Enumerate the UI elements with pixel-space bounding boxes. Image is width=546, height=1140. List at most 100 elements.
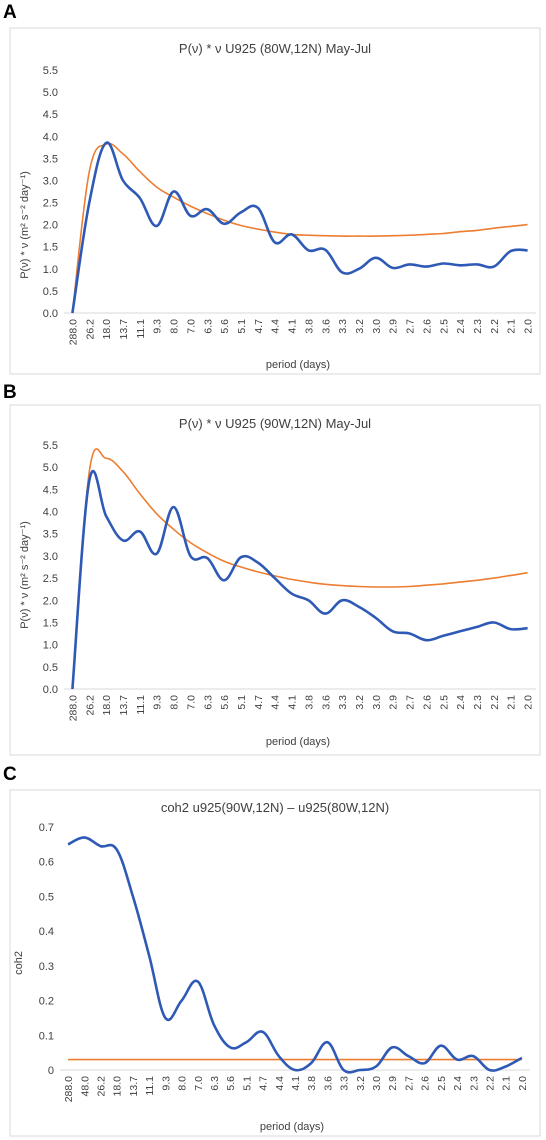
x-tick-label: 4.1 [290, 1076, 302, 1091]
x-tick-label: 3.3 [337, 695, 349, 710]
chart-a: P(ν) * ν U925 (80W,12N) May-Jul P(ν) * ν… [9, 27, 541, 375]
x-tick-label: 2.4 [455, 695, 467, 710]
x-tick-label: 2.4 [455, 319, 467, 334]
x-tick-label: 2.1 [501, 1076, 513, 1091]
x-tick-label: 2.0 [523, 319, 535, 334]
y-tick-label: 0.7 [39, 822, 54, 834]
x-tick-label: 3.3 [337, 319, 349, 334]
x-tick-label: 18.0 [112, 1076, 124, 1097]
y-axis-label: P(ν) * ν (m² s⁻² day⁻¹) [19, 521, 31, 629]
y-tick-label: 0.0 [43, 684, 58, 696]
x-tick-label: 5.6 [225, 1076, 237, 1091]
y-tick-label: 0.5 [43, 286, 58, 298]
y-tick-label: 4.0 [43, 131, 58, 143]
panel-b: B P(ν) * ν U925 (90W,12N) May-Jul P(ν) *… [0, 380, 546, 760]
x-axis-label: period (days) [260, 1121, 324, 1133]
x-tick-label: 8.0 [177, 1076, 189, 1091]
y-tick-label: 2.5 [43, 573, 58, 585]
y-tick-label: 4.0 [43, 507, 58, 519]
x-tick-label: 4.7 [253, 695, 265, 710]
x-tick-label: 2.7 [405, 695, 417, 710]
x-tick-label: 5.1 [236, 319, 248, 334]
x-tick-label: 2.9 [387, 1076, 399, 1091]
x-tick-label: 18.0 [101, 695, 113, 716]
x-tick-label: 5.6 [219, 319, 231, 334]
panel-letter: C [3, 764, 17, 785]
y-tick-label: 5.5 [43, 65, 58, 77]
x-tick-label: 2.6 [421, 695, 433, 710]
y-tick-label: 1.0 [43, 264, 58, 276]
x-tick-label: 3.6 [320, 695, 332, 710]
x-tick-label: 11.1 [135, 695, 147, 715]
y-tick-label: 1.0 [43, 640, 58, 652]
x-tick-label: 2.7 [405, 319, 417, 334]
x-tick-label: 3.6 [322, 1076, 334, 1091]
x-tick-label: 2.5 [438, 695, 450, 710]
x-tick-label: 6.3 [202, 319, 214, 334]
x-tick-label: 4.4 [270, 695, 282, 710]
x-tick-label: 18.0 [101, 319, 113, 340]
series-line-blue [71, 470, 528, 690]
x-tick-label: 4.4 [270, 319, 282, 334]
y-tick-label: 5.5 [43, 440, 58, 452]
x-tick-label: 6.3 [202, 695, 214, 710]
x-tick-label: 2.7 [403, 1076, 415, 1091]
x-tick-label: 3.2 [354, 695, 366, 710]
x-tick-label: 7.0 [185, 319, 197, 334]
y-tick-label: 0 [48, 1065, 54, 1077]
x-tick-label: 4.4 [274, 1076, 286, 1091]
y-tick-label: 0.4 [39, 926, 54, 938]
x-tick-label: 26.2 [84, 319, 96, 340]
x-tick-label: 3.0 [371, 695, 383, 710]
y-tick-label: 3.5 [43, 529, 58, 541]
y-tick-label: 3.0 [43, 551, 58, 563]
x-tick-label: 5.1 [241, 1076, 253, 1091]
x-tick-label: 3.0 [371, 1076, 383, 1091]
chart-frame [9, 789, 541, 1137]
panel-c: C coh2 u925(90W,12N) – u925(80W,12N) coh… [0, 760, 546, 1140]
y-axis-label: P(ν) * ν (m² s⁻² day⁻¹) [19, 171, 31, 279]
chart-b: P(ν) * ν U925 (90W,12N) May-Jul P(ν) * ν… [9, 404, 541, 756]
x-tick-label: 6.3 [209, 1076, 221, 1091]
y-tick-label: 3.5 [43, 153, 58, 165]
x-tick-label: 4.1 [287, 319, 299, 334]
x-tick-label: 3.8 [303, 319, 315, 334]
x-tick-label: 13.7 [128, 1076, 140, 1097]
y-tick-label: 1.5 [43, 617, 58, 629]
x-tick-label: 8.0 [169, 695, 181, 710]
x-tick-label: 11.1 [135, 319, 147, 339]
x-tick-label: 2.9 [388, 319, 400, 334]
x-tick-label: 2.0 [517, 1076, 529, 1091]
y-tick-label: 3.0 [43, 175, 58, 187]
y-tick-label: 2.0 [43, 595, 58, 607]
x-tick-label: 3.8 [303, 695, 315, 710]
x-tick-label: 5.6 [219, 695, 231, 710]
chart-title: P(ν) * ν U925 (90W,12N) May-Jul [179, 416, 371, 431]
x-tick-label: 288.0 [67, 319, 79, 345]
x-tick-label: 9.3 [160, 1076, 172, 1091]
y-tick-label: 2.0 [43, 220, 58, 232]
panel-a: A P(ν) * ν U925 (80W,12N) May-Jul P(ν) *… [0, 0, 546, 380]
x-tick-label: 3.2 [355, 1076, 367, 1091]
y-tick-label: 0.6 [39, 857, 54, 869]
x-tick-label: 3.6 [320, 319, 332, 334]
x-tick-label: 2.2 [489, 319, 501, 334]
y-tick-label: 0.5 [39, 891, 54, 903]
x-tick-label: 2.5 [438, 319, 450, 334]
x-tick-label: 9.3 [152, 319, 164, 334]
x-tick-label: 288.0 [67, 695, 79, 721]
x-tick-label: 13.7 [118, 695, 130, 716]
y-axis-label: coh2 [13, 951, 25, 975]
chart-title: coh2 u925(90W,12N) – u925(80W,12N) [161, 800, 389, 815]
x-tick-label: 2.1 [506, 695, 518, 710]
series-line-blue [71, 141, 528, 314]
x-tick-label: 3.3 [339, 1076, 351, 1091]
x-axis-label: period (days) [266, 736, 330, 748]
x-tick-label: 2.5 [436, 1076, 448, 1091]
x-tick-label: 3.8 [306, 1076, 318, 1091]
x-tick-label: 2.3 [472, 319, 484, 334]
y-tick-label: 4.5 [43, 484, 58, 496]
x-tick-label: 8.0 [169, 319, 181, 334]
x-tick-label: 7.0 [185, 695, 197, 710]
x-tick-label: 2.2 [484, 1076, 496, 1091]
